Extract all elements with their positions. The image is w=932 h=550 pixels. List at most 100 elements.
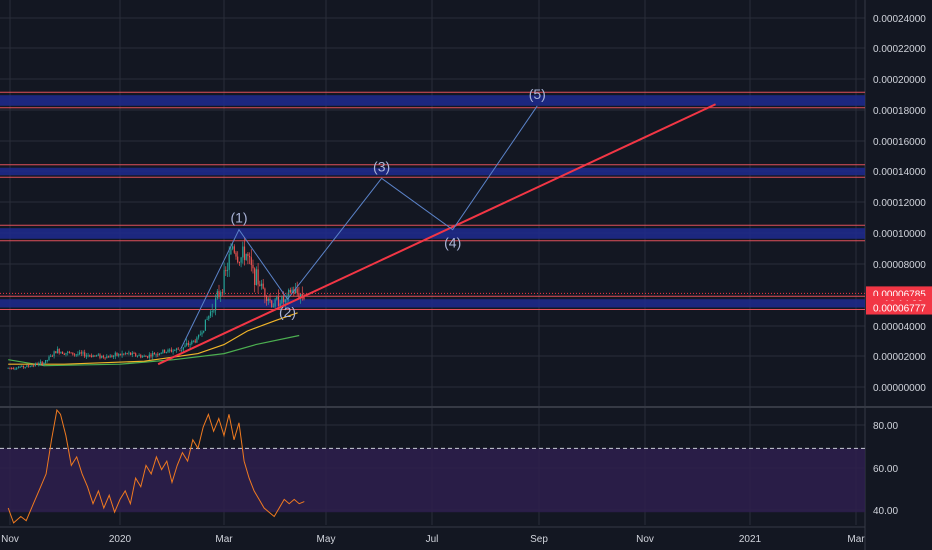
- candle-body-66: [119, 354, 121, 356]
- candle-body-132: [231, 246, 234, 249]
- wave-path-line[interactable]: [180, 105, 538, 350]
- candle-body-105: [186, 343, 188, 346]
- candle-body-12: [27, 365, 30, 367]
- rsi-band: [0, 447, 865, 513]
- price-badges: 0.0000678516:14:380.00006777: [0, 286, 932, 315]
- y-tick-8: 0.00008000: [873, 260, 926, 271]
- candle-body-75: [135, 353, 137, 357]
- zone-3[interactable]: [0, 299, 865, 308]
- candle-body-143: [250, 257, 252, 265]
- low-price-text: 0.00006777: [873, 304, 926, 315]
- wave-label-2: (2): [279, 304, 296, 320]
- candle-body-69: [124, 353, 127, 355]
- resistance-zones: [0, 91, 865, 311]
- ma-slow-line: [8, 334, 300, 367]
- candle-body-25: [50, 355, 52, 357]
- candle-body-148: [259, 284, 261, 286]
- candle-body-103: [182, 347, 184, 350]
- candle-body-126: [221, 292, 223, 294]
- candle-body-0: [7, 367, 9, 369]
- candle-body-34: [65, 352, 67, 355]
- candle-body-131: [230, 248, 232, 255]
- candle-body-33: [63, 354, 65, 356]
- candle-body-122: [214, 298, 217, 311]
- zone-1[interactable]: [0, 167, 865, 176]
- candle-body-111: [196, 337, 198, 343]
- candle-body-13: [29, 366, 31, 368]
- candle-body-137: [240, 257, 242, 263]
- candle-body-54: [99, 354, 101, 358]
- candle-body-138: [242, 246, 244, 258]
- candle-body-150: [262, 283, 264, 289]
- candle-body-92: [163, 349, 166, 353]
- candle-body-63: [114, 352, 116, 356]
- x-tick-5: Sep: [530, 534, 548, 545]
- candle-body-2: [10, 367, 13, 369]
- candle-body-124: [218, 291, 220, 297]
- wave-label-1: (1): [230, 210, 247, 226]
- candle-body-129: [226, 269, 229, 271]
- candle-body-8: [21, 365, 23, 367]
- candle-body-86: [153, 352, 155, 355]
- candle-body-96: [170, 349, 172, 352]
- candle-body-11: [26, 365, 28, 367]
- candle-body-80: [143, 355, 145, 357]
- candle-body-115: [203, 330, 205, 333]
- candle-body-123: [216, 291, 218, 299]
- candle-body-171: [298, 292, 300, 298]
- candle-body-7: [19, 366, 21, 368]
- y-tick-5: 0.00014000: [873, 167, 926, 178]
- candle-body-22: [44, 360, 47, 364]
- candle-body-101: [179, 349, 181, 351]
- y-tick-9: 0.00004000: [873, 322, 926, 333]
- candle-body-65: [118, 354, 120, 356]
- candle-body-149: [260, 283, 263, 286]
- candle-body-50: [92, 355, 94, 358]
- x-tick-1: 2020: [109, 534, 132, 545]
- candle-body-117: [206, 318, 208, 320]
- candle-body-127: [223, 270, 225, 293]
- candle-body-144: [252, 264, 254, 269]
- trendline-layer[interactable]: [157, 103, 716, 366]
- x-tick-4: Jul: [426, 534, 439, 545]
- y-tick-4: 0.00016000: [873, 137, 926, 148]
- candle-body-41: [77, 354, 79, 356]
- zone-0[interactable]: [0, 95, 865, 106]
- elliott-wave-path[interactable]: (1) (2) (3) (4) (5): [180, 86, 546, 350]
- wave-label-5: (5): [529, 86, 546, 102]
- candle-body-163: [284, 299, 286, 303]
- candle-body-27: [53, 351, 55, 356]
- candle-body-40: [75, 354, 77, 356]
- candle-body-159: [277, 296, 280, 307]
- candle-body-87: [155, 354, 157, 356]
- candle-body-20: [41, 361, 43, 365]
- candle-body-81: [145, 355, 147, 357]
- candle-body-158: [276, 296, 278, 300]
- candle-body-167: [291, 289, 293, 293]
- candle-body-108: [191, 341, 193, 344]
- candle-body-113: [199, 334, 201, 336]
- candle-body-147: [257, 269, 259, 285]
- rsi-indicator: [7, 408, 305, 524]
- candle-body-15: [33, 365, 35, 367]
- candle-body-23: [46, 360, 48, 362]
- candle-body-154: [269, 299, 271, 301]
- candle-body-59: [107, 356, 110, 358]
- candle-body-58: [106, 356, 108, 359]
- candle-body-4: [14, 368, 16, 370]
- candle-body-142: [248, 256, 251, 258]
- y-tick-3: 0.00018000: [873, 106, 926, 117]
- candle-body-114: [201, 332, 203, 335]
- candle-body-90: [160, 352, 162, 354]
- candle-body-17: [36, 363, 38, 365]
- candle-body-73: [131, 352, 133, 355]
- candle-body-133: [233, 246, 235, 253]
- candle-body-76: [136, 355, 138, 357]
- trendline[interactable]: [157, 103, 716, 366]
- candle-body-155: [271, 300, 273, 307]
- candle-body-24: [48, 356, 50, 361]
- candle-body-125: [220, 292, 222, 297]
- zone-2[interactable]: [0, 228, 865, 239]
- candle-body-83: [148, 354, 150, 358]
